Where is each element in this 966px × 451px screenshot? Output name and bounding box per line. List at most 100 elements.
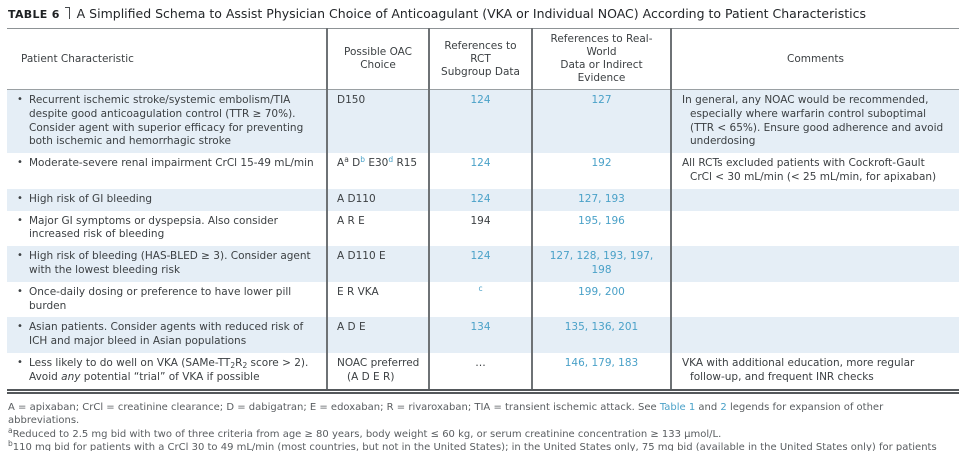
characteristic-text: Less likely to do well on VKA (SAMe-TT2R…: [29, 357, 308, 383]
rct-ref-cell: 124: [428, 89, 532, 154]
rct-ref-cell: 124: [428, 153, 532, 189]
comment-cell: In general, any NOAC would be recommende…: [670, 89, 959, 154]
citation-link[interactable]: 124: [470, 192, 491, 205]
text-segment: D: [348, 157, 361, 170]
oac-choice-cell: NOAC preferred (A D E R): [326, 352, 429, 392]
real-world-ref-cell: 127, 193: [531, 188, 671, 211]
characteristic-cell: • Less likely to do well on VKA (SAMe-TT2…: [7, 353, 327, 391]
characteristic-cell: • High risk of GI bleeding: [7, 189, 327, 211]
footnote-marker: d: [388, 155, 394, 165]
table-bracket-icon: [64, 7, 70, 19]
real-world-ref-cell: 199, 200: [531, 281, 671, 318]
characteristic-cell: • Recurrent ischemic stroke/systemic embo…: [7, 90, 327, 154]
citation-link[interactable]: 146, 179, 183: [564, 356, 639, 369]
citation-link[interactable]: 192: [591, 157, 612, 170]
citation-link[interactable]: c: [478, 283, 483, 293]
footnote-marker: a: [344, 155, 349, 165]
text-segment: E30: [365, 157, 389, 170]
footnote-marker: a: [8, 425, 13, 435]
characteristic-cell: • High risk of bleeding (HAS-BLED ≥ 3). C…: [7, 246, 327, 282]
table-number: TABLE 6: [8, 8, 60, 21]
citation-link[interactable]: 135, 136, 201: [564, 321, 639, 334]
rct-ref-cell: …: [428, 352, 532, 392]
comment-cell: [670, 210, 959, 247]
table-row: • Asian patients. Consider agents with re…: [7, 317, 959, 353]
table-row: • Less likely to do well on VKA (SAMe-TT2…: [7, 352, 959, 392]
bullet-icon: •: [17, 250, 23, 262]
table-row: • Once-daily dosing or preference to have…: [7, 281, 959, 318]
comment-cell: [670, 317, 959, 353]
table-row: • Major GI symptoms or dyspepsia. Also co…: [7, 210, 959, 247]
bullet-icon: •: [17, 356, 23, 368]
rct-ref-cell: 134: [428, 317, 532, 353]
characteristic-text: High risk of bleeding (HAS-BLED ≥ 3). Co…: [29, 250, 311, 276]
comment-cell: [670, 246, 959, 282]
characteristic-text: Recurrent ischemic stroke/systemic embol…: [29, 94, 304, 148]
oac-choice-cell: A D110: [326, 188, 429, 211]
real-world-ref-cell: 135, 136, 201: [531, 317, 671, 353]
footnotes: A = apixaban; CrCl = creatinine clearanc…: [7, 394, 959, 451]
citation-link[interactable]: 127: [591, 94, 612, 106]
text-segment: R15: [393, 157, 418, 170]
citation-link[interactable]: 195, 196: [578, 214, 625, 227]
citation-link[interactable]: 124: [470, 250, 491, 263]
footnote: A = apixaban; CrCl = creatinine clearanc…: [8, 401, 957, 428]
text-segment: any: [61, 370, 81, 383]
text-segment: score > 2). Avoid: [29, 356, 309, 383]
rct-ref-cell: 194: [428, 210, 532, 247]
oac-choice-cell: D150: [326, 89, 429, 154]
oac-choice-cell: E R VKA: [326, 281, 429, 318]
citation-link[interactable]: 124: [470, 157, 491, 170]
comment-cell: VKA with additional education, more regu…: [670, 352, 959, 392]
table-row: • Recurrent ischemic stroke/systemic embo…: [7, 89, 959, 154]
text-segment: R: [235, 356, 243, 369]
characteristic-text: Moderate-severe renal impairment CrCl 15…: [29, 157, 314, 170]
text-segment: and: [695, 401, 721, 413]
bullet-icon: •: [17, 285, 23, 297]
col-header-real-world-refs: References to Real-World Data or Indirec…: [531, 28, 671, 90]
citation-link[interactable]: 2: [720, 401, 727, 413]
text-segment: potential “trial” of VKA if possible: [80, 370, 260, 383]
text-segment: 194: [470, 214, 491, 227]
text-segment: legends for expansion of other abbreviat…: [8, 401, 884, 427]
footnote-marker: b: [360, 155, 365, 165]
characteristic-cell: • Major GI symptoms or dyspepsia. Also co…: [7, 211, 327, 247]
comment-cell: [670, 188, 959, 211]
characteristic-cell: • Moderate-severe renal impairment CrCl 1…: [7, 153, 327, 189]
characteristic-text: High risk of GI bleeding: [29, 192, 153, 205]
citation-link[interactable]: 134: [470, 321, 491, 334]
anticoagulant-choice-table: Patient Characteristic Possible OAC Choi…: [7, 28, 959, 394]
oac-choice-cell: A D E: [326, 317, 429, 353]
real-world-ref-cell: 192: [531, 153, 671, 189]
bullet-icon: •: [17, 94, 23, 105]
characteristic-cell: • Asian patients. Consider agents with re…: [7, 317, 327, 353]
real-world-ref-cell: 146, 179, 183: [531, 352, 671, 392]
text-segment: A: [337, 157, 345, 170]
comment-cell: All RCTs excluded patients with Cockroft…: [670, 153, 959, 189]
text-segment: A = apixaban; CrCl = creatinine clearanc…: [8, 401, 660, 413]
characteristic-cell: • Once-daily dosing or preference to have…: [7, 282, 327, 318]
citation-link[interactable]: 127, 193: [578, 192, 625, 205]
characteristic-text: Asian patients. Consider agents with red…: [29, 321, 304, 348]
text-segment: Less likely to do well on VKA (SAMe-TT: [29, 356, 231, 369]
real-world-ref-cell: 195, 196: [531, 210, 671, 247]
citation-link[interactable]: 124: [470, 94, 491, 106]
citation-link[interactable]: Table 1: [659, 401, 696, 413]
col-header-comments: Comments: [670, 28, 959, 90]
header-row: Patient Characteristic Possible OAC Choi…: [7, 28, 959, 90]
table-row: • Moderate-severe renal impairment CrCl 1…: [7, 153, 959, 189]
table-title-text: A Simplified Schema to Assist Physician …: [76, 6, 866, 21]
characteristic-text: Once-daily dosing or preference to have …: [29, 285, 292, 312]
real-world-ref-cell: 127: [531, 89, 671, 154]
citation-link[interactable]: 199, 200: [578, 285, 625, 298]
bullet-icon: •: [17, 321, 23, 333]
footnote-marker: b: [8, 439, 13, 449]
subscript-text: 2: [230, 360, 236, 370]
oac-choice-cell: Aa Db E30d R15: [326, 153, 429, 189]
table-row: • High risk of bleeding (HAS-BLED ≥ 3). C…: [7, 246, 959, 282]
comment-cell: [670, 281, 959, 318]
bullet-icon: •: [17, 157, 23, 169]
col-header-patient-characteristic: Patient Characteristic: [7, 28, 327, 90]
citation-link[interactable]: 127, 128, 193, 197, 198: [549, 250, 654, 276]
